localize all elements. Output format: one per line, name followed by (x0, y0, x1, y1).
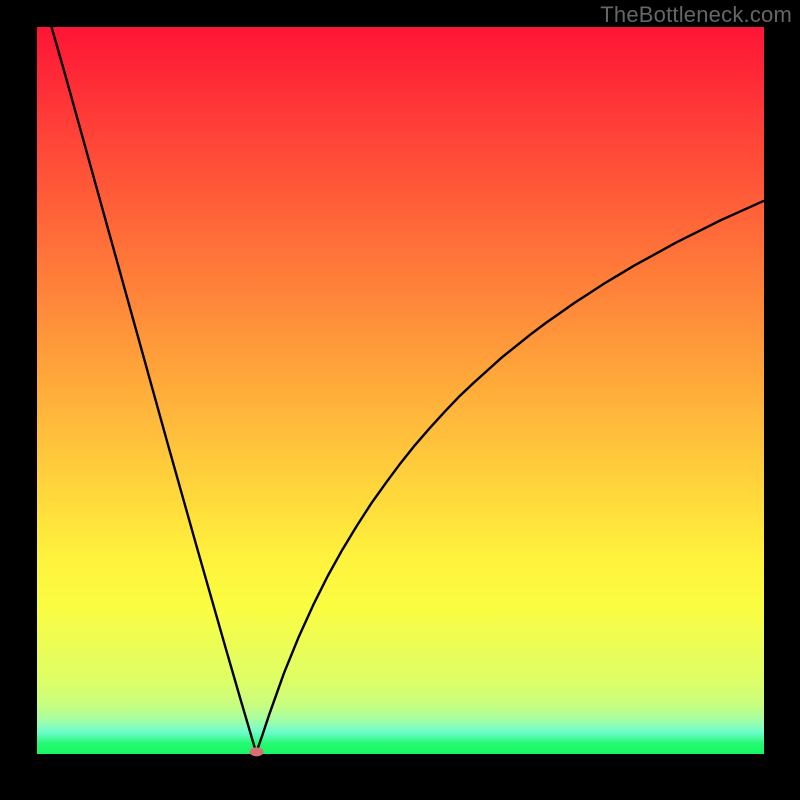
chart-container (0, 0, 800, 800)
optimal-point-marker (250, 747, 264, 756)
bottleneck-chart (0, 0, 800, 800)
watermark-text: TheBottleneck.com (600, 2, 792, 28)
plot-background (37, 27, 764, 754)
